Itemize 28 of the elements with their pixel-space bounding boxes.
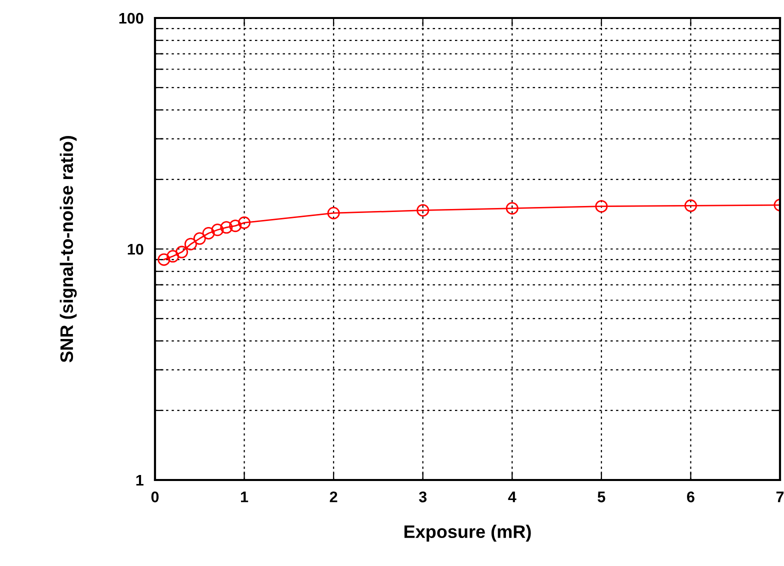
point (202, 227, 215, 240)
y-tick-label: 10 (128, 244, 144, 255)
point (327, 206, 340, 220)
point (211, 224, 224, 236)
x-tick-label: 7 (776, 492, 784, 502)
x-tick-label: 5 (598, 492, 606, 502)
y-axis-title: SNR (signal-to-noise ratio) (60, 136, 77, 362)
point (416, 204, 430, 217)
point (229, 220, 242, 232)
x-tick-label: 2 (330, 492, 338, 502)
point (684, 199, 697, 212)
point (595, 200, 608, 213)
point (166, 250, 180, 263)
x-tick-label: 3 (418, 492, 427, 502)
point (176, 246, 188, 258)
point (193, 232, 206, 245)
point (184, 238, 197, 250)
x-tick-label: 4 (508, 492, 516, 502)
point (238, 216, 251, 229)
x-tick-label: 0 (151, 492, 159, 502)
x-tick-label: 6 (687, 492, 694, 502)
y-tick-label: 1 (136, 475, 144, 486)
x-axis-title: Exposure (mR) (404, 524, 531, 542)
point (158, 253, 170, 266)
point (220, 221, 233, 234)
point (506, 202, 518, 215)
y-tick-label: 100 (119, 12, 144, 24)
x-tick-label: 1 (241, 492, 248, 502)
